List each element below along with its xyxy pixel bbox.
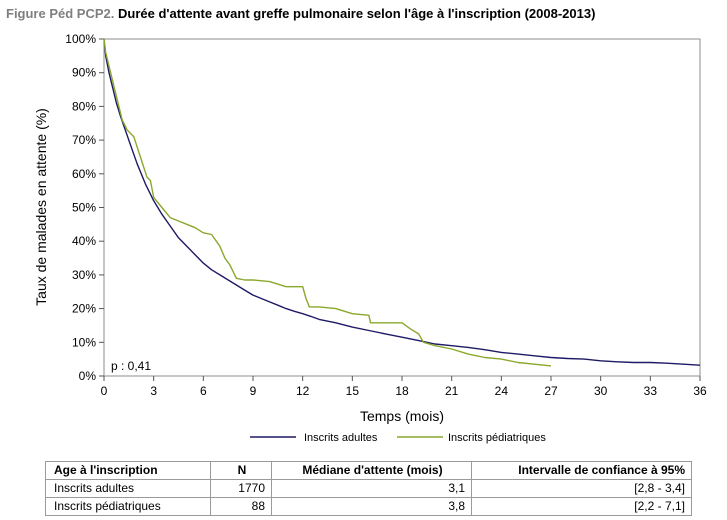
y-tick-label: 40%	[72, 234, 96, 248]
header-median: Médiane d'attente (mois)	[271, 461, 472, 480]
legend-label-adultes: Inscrits adultes	[304, 432, 378, 444]
table-header-row: Age à l'inscription N Médiane d'attente …	[45, 461, 692, 480]
header-age: Age à l'inscription	[45, 461, 211, 480]
table-row: Inscrits adultes 1770 3,1 [2,8 - 3,4]	[45, 479, 692, 498]
series-layer	[103, 38, 701, 367]
x-axis-title: Temps (mois)	[360, 408, 444, 424]
figure-caption: Durée d'attente avant greffe pulmonaire …	[118, 6, 596, 21]
y-tick-label: 70%	[72, 133, 96, 147]
row-pediatriques-median: 3,8	[271, 497, 472, 516]
x-tick-label: 3	[150, 384, 157, 398]
y-axis-title: Taux de malades en attente (%)	[33, 108, 49, 306]
statistics-table: Age à l'inscription N Médiane d'attente …	[45, 461, 692, 516]
survival-chart: 0%10%20%30%40%50%60%70%80%90%100% 0 3 6 9 12…	[33, 32, 707, 444]
x-tick-label: 6	[200, 384, 207, 398]
figure-number: Figure Péd PCP2.	[6, 6, 115, 21]
p-value-annotation: p : 0,41	[111, 359, 151, 373]
x-tick-label: 36	[693, 384, 707, 398]
row-pediatriques-ci: [2,2 - 7,1]	[471, 497, 692, 516]
legend: Inscrits adultes Inscrits pédiatriques	[250, 432, 546, 444]
y-tick-label: 50%	[72, 201, 96, 215]
header-ci: Intervalle de confiance à 95%	[471, 461, 692, 480]
y-tick-label: 0%	[79, 369, 97, 383]
y-axis: 0% 10% 20% 30% 40% 50% 60% 70% 80% 90% 100%	[65, 32, 104, 383]
y-tick-label: 60%	[72, 167, 96, 181]
y-tick-label: 30%	[72, 268, 96, 282]
table-row: Inscrits pédiatriques 88 3,8 [2,2 - 7,1]	[45, 497, 692, 516]
x-tick-label: 18	[395, 384, 409, 398]
row-adultes-age: Inscrits adultes	[45, 479, 211, 498]
row-adultes-median: 3,1	[271, 479, 472, 498]
x-tick-label: 21	[445, 384, 459, 398]
row-pediatriques-n: 88	[210, 497, 272, 516]
y-tick-label: 80%	[72, 99, 96, 113]
series-line-adultes	[103, 38, 701, 366]
x-tick-label: 33	[644, 384, 658, 398]
x-tick-label: 0	[101, 384, 108, 398]
x-tick-label: 27	[544, 384, 558, 398]
y-tick-label: 100%	[65, 32, 96, 46]
series-line-pediatriques	[103, 38, 552, 367]
figure-title: Figure Péd PCP2. Durée d'attente avant g…	[6, 6, 595, 21]
x-tick-label: 15	[346, 384, 360, 398]
x-tick-label: 30	[594, 384, 608, 398]
row-adultes-ci: [2,8 - 3,4]	[471, 479, 692, 498]
legend-label-pediatriques: Inscrits pédiatriques	[448, 432, 546, 444]
plot-frame	[103, 38, 701, 377]
y-tick-label: 90%	[72, 66, 96, 80]
header-n: N	[210, 461, 272, 480]
x-axis: 0 3 6 9 12 15 18 21 24 27 30 33 36	[101, 376, 707, 398]
x-tick-label: 12	[296, 384, 310, 398]
y-tick-label: 20%	[72, 302, 96, 316]
x-tick-label: 24	[495, 384, 509, 398]
row-adultes-n: 1770	[210, 479, 272, 498]
x-tick-label: 9	[250, 384, 257, 398]
y-tick-label: 10%	[72, 335, 96, 349]
row-pediatriques-age: Inscrits pédiatriques	[45, 497, 211, 516]
